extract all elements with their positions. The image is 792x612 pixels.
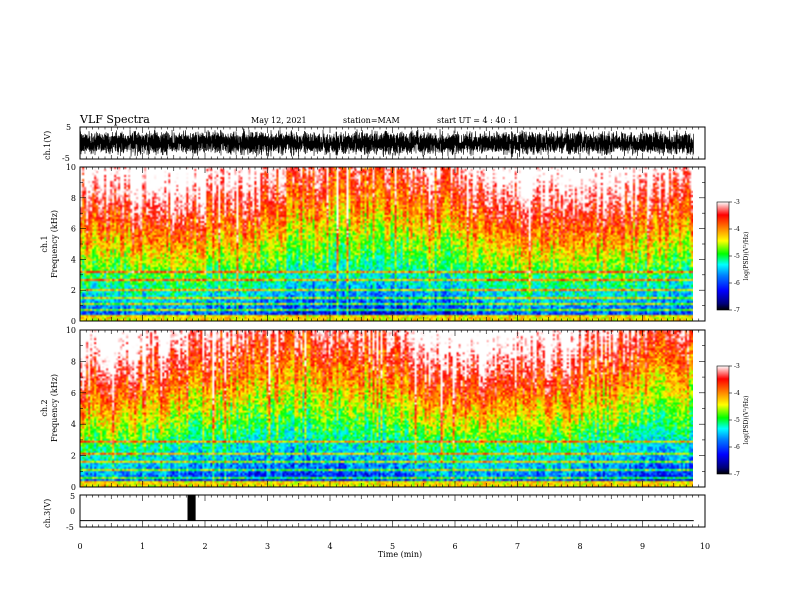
colorbar-tick-label: -5 <box>734 253 740 260</box>
x-tick-label: 7 <box>515 542 520 551</box>
ch3-pulse <box>187 495 196 521</box>
ch1-waveform-panel: 5 -5 ch.1(V) <box>43 123 706 163</box>
x-tick-label: 1 <box>140 542 145 551</box>
x-tick-label: 9 <box>640 542 645 551</box>
ch2-colorbar-label: log(PSD)(V²/Hz) <box>743 396 750 445</box>
x-tick-label: 4 <box>327 542 332 551</box>
ch1-colorbar-label: log(PSD)(V²/Hz) <box>743 232 750 281</box>
ch1-waveform-ylabel: ch.1(V) <box>43 131 52 160</box>
colorbar-tick-label: -3 <box>734 199 740 206</box>
ch2-spectrogram-image <box>80 330 693 487</box>
x-tick-label: 2 <box>202 542 207 551</box>
y-tick-label: 8 <box>71 357 76 366</box>
y-tick-label: 0 <box>71 483 76 492</box>
y-tick-label: 2 <box>71 452 76 461</box>
y-tick-label: 6 <box>71 389 76 398</box>
ch1-ytick-top: 5 <box>66 123 71 132</box>
y-tick-label: 4 <box>71 420 76 429</box>
y-tick-label: 10 <box>66 163 76 172</box>
figure-title: VLF Spectra <box>79 113 150 126</box>
y-tick-label: 8 <box>71 194 76 203</box>
ch3-signal-x-ticks <box>79 495 706 527</box>
ch1-colorbar-ticks: -3 -4 -5 -6 -7 <box>729 199 740 314</box>
ch1-waveform-x-ticks <box>79 127 706 159</box>
start-time-label: start UT = 4 : 40 : 1 <box>437 116 518 125</box>
ch3-signal-panel: 5 0 -5 ch.3(V) <box>43 492 706 532</box>
colorbar-tick-label: -6 <box>734 444 740 451</box>
x-tick-label: 5 <box>390 542 395 551</box>
ch1-colorbar <box>716 201 730 311</box>
ch3-ytick-top: 5 <box>70 492 75 501</box>
ch3-signal-ylabel: ch.3(V) <box>43 499 52 528</box>
colorbar-tick-label: -6 <box>734 280 740 287</box>
date-label: May 12, 2021 <box>251 116 307 125</box>
ch3-ytick-bottom: -5 <box>66 523 74 532</box>
ch2-colorbar-ticks: -3 -4 -5 -6 -7 <box>729 363 740 478</box>
y-tick-label: 6 <box>71 225 76 234</box>
y-tick-label: 2 <box>71 286 76 295</box>
ch2-colorbar <box>716 365 730 475</box>
x-tick-label: 6 <box>452 542 457 551</box>
x-axis-label: Time (min) <box>378 550 422 559</box>
colorbar-tick-label: -4 <box>734 390 740 397</box>
x-tick-label: 8 <box>577 542 582 551</box>
ch1-ytick-bottom: -5 <box>62 154 70 163</box>
ch1-waveform-line <box>80 128 694 158</box>
colorbar-tick-label: -5 <box>734 417 740 424</box>
colorbar-tick-label: -7 <box>734 307 740 314</box>
colorbar-tick-label: -7 <box>734 471 740 478</box>
x-axis-tick-labels: 0 1 2 3 4 5 6 7 8 9 10 <box>77 542 710 551</box>
ch2-spectrogram-ylabel-channel: ch.2 <box>40 399 49 416</box>
ch2-spectrogram-ylabel-freq: Frequency (kHz) <box>50 374 59 442</box>
ch1-spectrogram-y-ticks: 0 2 4 6 8 10 <box>66 163 705 326</box>
ch1-spectrogram-image <box>80 167 693 321</box>
y-tick-label: 0 <box>71 317 76 326</box>
y-tick-label: 4 <box>71 255 76 264</box>
x-tick-label: 3 <box>265 542 270 551</box>
colorbar-tick-label: -4 <box>734 226 740 233</box>
ch2-spectrogram-y-ticks: 0 2 4 6 8 10 <box>66 326 705 492</box>
ch2-spectrogram-x-ticks <box>79 330 706 487</box>
y-tick-label: 10 <box>66 326 76 335</box>
x-tick-label: 0 <box>77 542 82 551</box>
x-tick-label: 10 <box>700 542 710 551</box>
colorbar-tick-label: -3 <box>734 363 740 370</box>
ch3-ytick-mid: 0 <box>70 507 75 516</box>
station-label: station=MAM <box>343 116 400 125</box>
ch1-spectrogram-x-ticks <box>79 167 706 321</box>
ch1-spectrogram-ylabel-channel: ch.1 <box>40 235 49 252</box>
ch1-spectrogram-ylabel-freq: Frequency (kHz) <box>50 210 59 278</box>
